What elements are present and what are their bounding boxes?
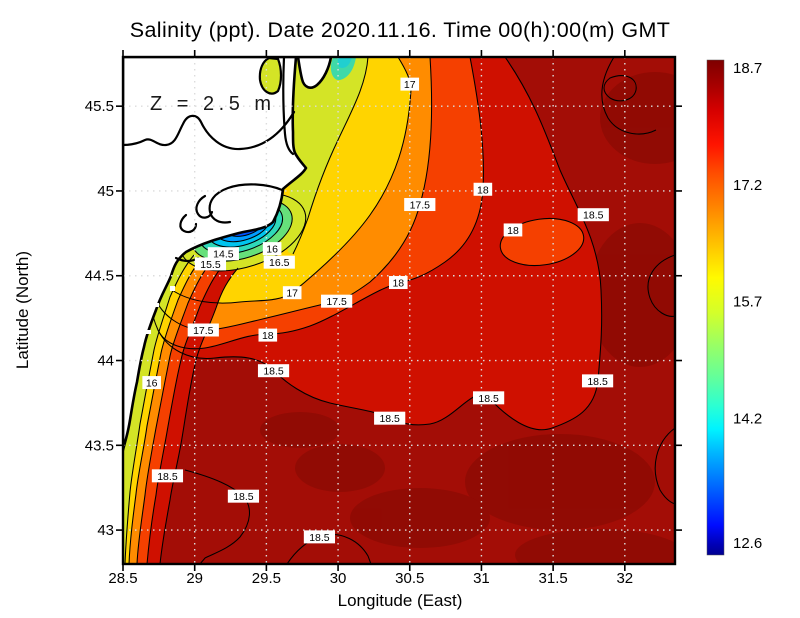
colorbar-tick-label: 12.6 <box>733 535 762 552</box>
contour-label-box <box>321 294 353 308</box>
map-frame <box>121 55 677 566</box>
contour-label-box <box>207 247 239 261</box>
x-axis-tick-label: 31.5 <box>539 570 568 587</box>
y-axis-title: Latitude (North) <box>13 251 32 369</box>
contour-label-value: 18.5 <box>379 413 400 425</box>
contour-label-box <box>473 391 505 405</box>
deepest-salinity-patches <box>260 72 675 564</box>
coast-islets <box>146 262 175 334</box>
contour-label-box <box>473 182 493 196</box>
colorbar <box>706 59 725 556</box>
colorbar-tick-label: 17.2 <box>733 177 762 194</box>
contour-label-value: 16 <box>146 378 158 390</box>
chart-title: Salinity (ppt). Date 2020.11.16. Time 00… <box>130 18 671 42</box>
contour-label-value: 18.5 <box>263 366 284 378</box>
contour-label-value: 16 <box>266 244 278 256</box>
contour-label-value: 17.5 <box>193 325 214 337</box>
contour-label-box <box>227 489 260 503</box>
contour-label-box <box>400 77 420 91</box>
x-axis-tick-label: 29 <box>186 570 203 587</box>
land <box>123 57 333 452</box>
colorbar-labels: 18.7 17.2 15.7 14.2 12.6 <box>733 60 762 552</box>
contour-label-box <box>142 376 161 390</box>
contour-label-value: 18 <box>507 225 519 237</box>
x-axis-tick-label: 28.5 <box>108 570 137 587</box>
x-axis-tick-label: 31 <box>473 570 490 587</box>
y-axis-tick-label: 45 <box>97 183 114 200</box>
colorbar-tick-label: 15.7 <box>733 294 762 311</box>
contour-label-value: 15.5 <box>200 259 221 271</box>
contour-label-box <box>503 223 523 237</box>
map-field: Z = 2.5 m 1717.51818.51814.515.51616.517… <box>123 57 675 564</box>
x-axis-tick-label: 32 <box>616 570 633 587</box>
contour-label-box <box>257 364 290 378</box>
contour-label-value: 18.5 <box>478 393 499 405</box>
contour-label-value: 18 <box>262 330 274 342</box>
contour-label-value: 16.5 <box>269 257 290 269</box>
contour-label-value: 17 <box>286 288 298 300</box>
y-axis-tick-label: 43 <box>97 522 114 539</box>
y-axis-tick-label: 45.5 <box>85 98 114 115</box>
contour-label-box <box>388 276 408 290</box>
upper-coast-strip-16-5 <box>288 57 368 254</box>
contour-label-value: 18.5 <box>587 376 608 388</box>
colorbar-tick-label: 18.7 <box>733 60 762 77</box>
grid-lines <box>123 57 675 564</box>
contour-label-box <box>577 208 609 222</box>
contour-label-value: 17 <box>404 79 416 91</box>
contour-label-value: 18 <box>392 278 404 290</box>
contour-label-box <box>404 198 436 212</box>
top-coast-cyan-spot <box>337 57 352 68</box>
contour-label-box <box>303 530 336 544</box>
axis-tick-labels: 28.5 29 29.5 30 30.5 31 31.5 32 43 43.5 44 44.5 45 45… <box>85 98 633 587</box>
x-axis-title: Longitude (East) <box>338 591 463 610</box>
y-axis-tick-label: 44.5 <box>85 268 114 285</box>
contour-label-value: 18.5 <box>233 491 254 503</box>
x-axis-tick-label: 30.5 <box>395 570 424 587</box>
y-axis-tick-label: 43.5 <box>85 437 114 454</box>
contour-label-box <box>187 323 219 337</box>
y-axis-tick-label: 44 <box>97 353 114 370</box>
depth-annotation: Z = 2.5 m <box>150 93 276 115</box>
contour-label-box <box>581 374 614 388</box>
axis-ticks <box>116 50 682 571</box>
contour-label-box <box>263 255 295 269</box>
contour-label-box <box>374 411 406 425</box>
contour-label-value: 17.5 <box>326 296 347 308</box>
contour-label-value: 18.5 <box>157 471 178 483</box>
contour-label-box <box>282 286 302 300</box>
contour-label-value: 18.5 <box>583 210 604 222</box>
contour-label-box <box>194 257 227 271</box>
colorbar-tick-label: 14.2 <box>733 410 762 427</box>
contour-labels: 1717.51818.51814.515.51616.51717.51817.5… <box>142 77 614 544</box>
land-mainland <box>123 57 308 452</box>
coastal-inlet <box>258 57 283 95</box>
contour-label-value: 17.5 <box>410 200 431 212</box>
contour-label-value: 18.5 <box>309 532 330 544</box>
x-axis-tick-label: 29.5 <box>252 570 281 587</box>
contour-label-value: 18 <box>477 184 489 196</box>
land-headland <box>296 57 333 89</box>
contour-label-box <box>151 469 184 483</box>
contour-label-box <box>258 328 278 342</box>
x-axis-tick-label: 30 <box>330 570 347 587</box>
contour-label-box <box>262 242 282 256</box>
